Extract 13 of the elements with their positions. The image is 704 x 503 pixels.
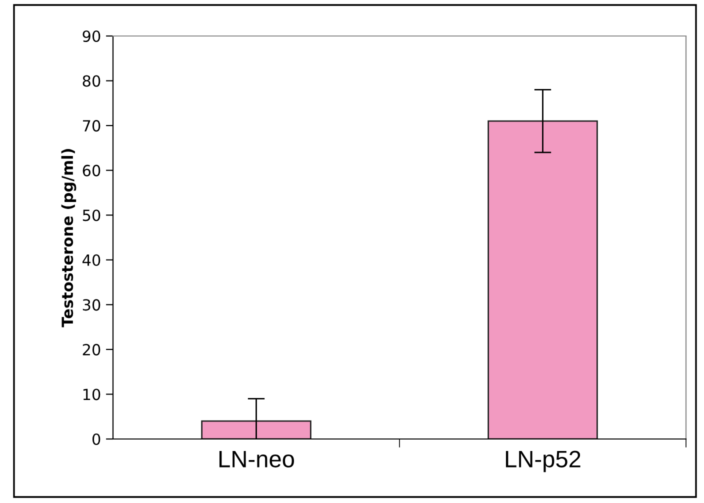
y-tick-label: 40 <box>82 254 100 266</box>
x-tick-label: LN-neo <box>219 450 294 468</box>
y-tick-label: 70 <box>83 120 100 132</box>
y-tick-label: 10 <box>83 388 100 400</box>
y-tick-label: 50 <box>82 210 100 222</box>
y-tick-label: 20 <box>82 344 100 356</box>
y-tick-label: 60 <box>82 164 100 176</box>
y-tick-label: 0 <box>92 433 100 446</box>
y-axis-title: Testosterone (pg/ml) <box>61 149 76 328</box>
y-tick-label: 80 <box>82 75 100 87</box>
y-tick-label: 90 <box>82 30 100 42</box>
x-tick-label: LN-p52 <box>506 450 580 472</box>
y-tick-label: 30 <box>82 299 100 311</box>
